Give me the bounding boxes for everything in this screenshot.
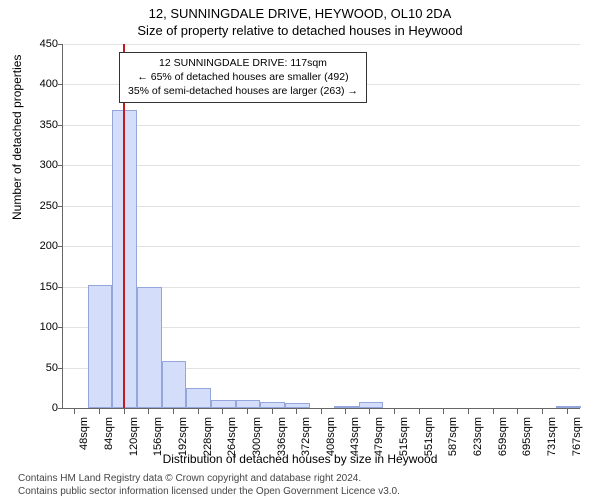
chart-container: 12, SUNNINGDALE DRIVE, HEYWOOD, OL10 2DA… <box>0 0 600 500</box>
xtick-label: 515sqm <box>398 417 410 456</box>
xtick-label: 731sqm <box>546 417 558 456</box>
xtick-label: 408sqm <box>325 417 337 456</box>
ytick-label: 100 <box>40 321 58 333</box>
xtick-label: 264sqm <box>226 417 238 456</box>
ytick-mark <box>58 246 63 247</box>
histogram-bar <box>211 400 236 408</box>
xtick-mark <box>542 409 543 414</box>
xtick-mark <box>247 409 248 414</box>
ytick-label: 250 <box>40 200 58 212</box>
footer-attribution: Contains HM Land Registry data © Crown c… <box>18 472 400 498</box>
ytick-mark <box>58 84 63 85</box>
x-axis-label: Distribution of detached houses by size … <box>0 452 600 466</box>
xtick-mark <box>443 409 444 414</box>
gridline <box>63 206 580 207</box>
ytick-mark <box>58 125 63 126</box>
xtick-label: 156sqm <box>152 417 164 456</box>
title-description: Size of property relative to detached ho… <box>0 21 600 38</box>
footer-line1: Contains HM Land Registry data © Crown c… <box>18 472 400 485</box>
xtick-mark <box>468 409 469 414</box>
xtick-label: 551sqm <box>423 417 435 456</box>
xtick-label: 659sqm <box>497 417 509 456</box>
x-tick-container: 48sqm 84sqm 120sqm 156sqm 192sqm 228sqm 264sqm… <box>62 409 580 454</box>
ytick-mark <box>58 368 63 369</box>
histogram-bar <box>285 403 310 408</box>
ytick-mark <box>58 287 63 288</box>
ytick-label: 350 <box>40 119 58 131</box>
xtick-label: 192sqm <box>177 417 189 456</box>
xtick-mark <box>222 409 223 414</box>
ytick-label: 300 <box>40 159 58 171</box>
xtick-mark <box>369 409 370 414</box>
ytick-label: 200 <box>40 240 58 252</box>
xtick-mark <box>321 409 322 414</box>
ytick-label: 150 <box>40 281 58 293</box>
annotation-line1: 12 SUNNINGDALE DRIVE: 117sqm <box>128 56 358 70</box>
histogram-bar <box>186 388 211 408</box>
xtick-mark <box>419 409 420 414</box>
histogram-bar <box>236 400 261 408</box>
xtick-label: 767sqm <box>571 417 583 456</box>
xtick-mark <box>517 409 518 414</box>
gridline <box>63 246 580 247</box>
annotation-line3: 35% of semi-detached houses are larger (… <box>128 84 358 98</box>
plot-area: 12 SUNNINGDALE DRIVE: 117sqm ← 65% of de… <box>62 44 580 409</box>
ytick-label: 50 <box>46 362 58 374</box>
xtick-label: 120sqm <box>128 417 140 456</box>
xtick-label: 48sqm <box>78 417 90 450</box>
annotation-line2: ← 65% of detached houses are smaller (49… <box>128 70 358 84</box>
xtick-mark <box>272 409 273 414</box>
histogram-bar <box>162 361 187 408</box>
xtick-mark <box>567 409 568 414</box>
ytick-mark <box>58 44 63 45</box>
annotation-box: 12 SUNNINGDALE DRIVE: 117sqm ← 65% of de… <box>119 52 367 103</box>
xtick-label: 336sqm <box>276 417 288 456</box>
histogram-bar <box>112 110 137 408</box>
xtick-mark <box>148 409 149 414</box>
histogram-bar <box>556 406 581 408</box>
xtick-label: 623sqm <box>472 417 484 456</box>
histogram-bar <box>137 287 162 408</box>
ytick-mark <box>58 206 63 207</box>
histogram-bar <box>260 402 285 408</box>
xtick-mark <box>493 409 494 414</box>
ytick-label: 400 <box>40 78 58 90</box>
ytick-mark <box>58 165 63 166</box>
xtick-mark <box>345 409 346 414</box>
y-tick-container: 050100150200250300350400450 <box>0 44 62 409</box>
xtick-label: 300sqm <box>251 417 263 456</box>
xtick-label: 228sqm <box>202 417 214 456</box>
xtick-label: 84sqm <box>103 417 115 450</box>
gridline <box>63 165 580 166</box>
gridline <box>63 44 580 45</box>
xtick-mark <box>99 409 100 414</box>
xtick-label: 372sqm <box>300 417 312 456</box>
histogram-bar <box>88 285 113 408</box>
ytick-label: 450 <box>40 38 58 50</box>
histogram-bar <box>359 402 384 408</box>
footer-line2: Contains public sector information licen… <box>18 485 400 498</box>
gridline <box>63 125 580 126</box>
ytick-mark <box>58 327 63 328</box>
xtick-mark <box>394 409 395 414</box>
xtick-label: 695sqm <box>521 417 533 456</box>
title-address: 12, SUNNINGDALE DRIVE, HEYWOOD, OL10 2DA <box>0 0 600 21</box>
xtick-mark <box>173 409 174 414</box>
xtick-mark <box>198 409 199 414</box>
xtick-label: 587sqm <box>447 417 459 456</box>
xtick-mark <box>124 409 125 414</box>
xtick-mark <box>296 409 297 414</box>
histogram-bar <box>334 406 359 408</box>
xtick-mark <box>74 409 75 414</box>
xtick-label: 479sqm <box>373 417 385 456</box>
xtick-label: 443sqm <box>349 417 361 456</box>
